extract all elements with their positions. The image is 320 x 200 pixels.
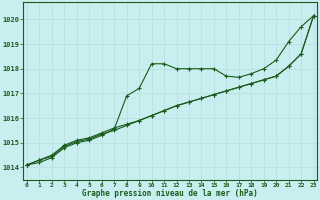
X-axis label: Graphe pression niveau de la mer (hPa): Graphe pression niveau de la mer (hPa): [83, 189, 258, 198]
